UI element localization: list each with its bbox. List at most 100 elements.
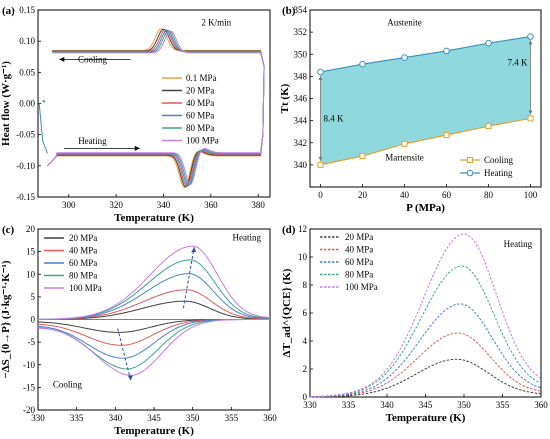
- b-point: [485, 39, 492, 47]
- b-point: [317, 161, 324, 168]
- c-ytick-label: -20: [23, 405, 35, 415]
- b-ytick-label: 352: [294, 27, 308, 37]
- d-ytick-label: 12: [298, 224, 307, 234]
- b-austenite-label: Austenite: [387, 17, 422, 27]
- panel-d-label: (d): [282, 224, 296, 236]
- b-ytick-label: 348: [294, 71, 308, 81]
- panel-a: (a) 300 320 340 360 380 -0.15 -0.10 -0.05 0.00 0.…: [0, 5, 271, 224]
- b-legend-label: Cooling: [484, 155, 514, 165]
- a-ytick-label: -0.10: [16, 161, 35, 171]
- b-martensite-label: Martensite: [385, 152, 424, 162]
- c-ytick-label: -5: [28, 337, 36, 347]
- a-legend-label: 80 MPa: [186, 123, 214, 133]
- d-legend-label: 80 MPa: [345, 270, 373, 280]
- c-heating-line: [37, 289, 271, 320]
- b-xtick-label: 80: [484, 190, 494, 200]
- panel-b: (b) 0 20 40 60 80 100 340 342 344 346 348 350 352 354…: [279, 5, 542, 214]
- b-ytick-label: 350: [294, 49, 308, 59]
- d-series-line: [309, 303, 542, 398]
- a-heating-label: Heating: [78, 136, 107, 146]
- panel-d: (d) 330 335 340 345 350 355 360 0 2 4 6 8 10 12 Temper…: [281, 224, 548, 424]
- b-point: [401, 140, 408, 147]
- a-rate-annotation: 2 K/min: [201, 18, 231, 28]
- b-series-line: [320, 35, 531, 73]
- c-heating-trend-arrow: [182, 247, 195, 309]
- d-xtick-label: 335: [342, 400, 356, 410]
- a-xtick-label: 360: [204, 200, 218, 210]
- c-ytick-label: 20: [26, 224, 36, 234]
- c-legend-label: 80 MPa: [69, 271, 97, 281]
- a-ytick-label: 0.00: [19, 99, 35, 109]
- c-ytick-label: -10: [23, 360, 35, 370]
- c-heating-line: [37, 273, 271, 320]
- b-point: [485, 123, 492, 130]
- c-legend-label: 100 MPa: [69, 283, 102, 293]
- b-ytick-label: 354: [294, 5, 308, 15]
- b-right-gap-label: 7.4 K: [508, 57, 529, 67]
- d-xtick-label: 360: [534, 400, 548, 410]
- c-heating-label: Heating: [233, 232, 262, 242]
- d-ytick-label: 2: [303, 364, 308, 374]
- b-xtick-label: 20: [358, 190, 368, 200]
- d-xtick-label: 350: [457, 400, 471, 410]
- b-ylabel: Tt (K): [279, 83, 291, 113]
- b-xlabel: P (MPa): [406, 202, 445, 214]
- a-start-segment: [38, 103, 48, 154]
- a-ytick-label: 0.15: [19, 5, 35, 15]
- b-point: [359, 153, 366, 160]
- b-ytick-label: 344: [294, 116, 308, 126]
- d-series-line: [309, 358, 542, 398]
- c-cooling-trend-arrow: [117, 328, 132, 381]
- d-legend-label: 40 MPa: [345, 245, 373, 255]
- a-ytick-label: -0.05: [16, 130, 35, 140]
- panel-c-label: (c): [2, 224, 15, 236]
- d-series-line: [309, 233, 542, 398]
- d-xlabel: Temperature (K): [386, 412, 466, 424]
- b-ytick-label: 340: [294, 160, 308, 170]
- c-cooling-line: [37, 319, 270, 346]
- a-legend-label: 60 MPa: [186, 111, 214, 121]
- d-xtick-label: 340: [380, 400, 394, 410]
- a-legend-label: 100 MPa: [186, 136, 219, 146]
- d-legend-label: 20 MPa: [345, 232, 373, 242]
- a-series-line: [47, 30, 265, 186]
- panel-a-label: (a): [2, 5, 15, 17]
- a-xtick-label: 320: [109, 200, 123, 210]
- a-ytick-label: 0.10: [19, 36, 35, 46]
- b-point: [401, 54, 408, 61]
- b-xtick-label: 0: [318, 190, 323, 200]
- a-cooling-arrowhead: [59, 56, 65, 62]
- b-legend-label: Heating: [484, 168, 513, 178]
- d-ytick-label: 4: [303, 336, 308, 346]
- a-xtick-label: 380: [251, 200, 265, 210]
- c-heating-line: [37, 300, 271, 320]
- c-xtick-label: 340: [109, 413, 123, 423]
- d-xtick-label: 345: [419, 400, 433, 410]
- c-xlabel: Temperature (K): [114, 425, 194, 437]
- b-series-line: [320, 117, 531, 166]
- a-legend-label: 40 MPa: [186, 98, 214, 108]
- d-series-line: [309, 332, 542, 398]
- c-ytick-label: 15: [26, 247, 36, 257]
- d-xtick-label: 355: [496, 400, 510, 410]
- b-point: [317, 68, 324, 76]
- d-ytick-label: 8: [303, 280, 308, 290]
- c-xtick-label: 350: [186, 413, 200, 423]
- c-heating-arrowhead: [191, 247, 197, 253]
- a-xtick-label: 340: [157, 200, 171, 210]
- c-legend-label: 20 MPa: [69, 233, 97, 243]
- c-ytick-label: -15: [23, 382, 35, 392]
- a-heating-arrowhead: [134, 145, 140, 151]
- c-ylabel: −ΔS_{0→P} (J·kg⁻¹·K⁻¹): [0, 260, 12, 378]
- c-xtick-label: 355: [225, 413, 239, 423]
- c-xtick-label: 330: [31, 413, 45, 423]
- d-ytick-label: 10: [298, 252, 308, 262]
- b-ytick-label: 346: [294, 94, 308, 104]
- d-series-line: [309, 265, 542, 398]
- c-cooling-line: [37, 319, 270, 376]
- b-left-gap-label: 8.4 K: [324, 113, 345, 123]
- d-xtick-label: 330: [303, 400, 317, 410]
- d-ytick-label: 0: [303, 392, 308, 402]
- d-legend-label: 100 MPa: [345, 282, 378, 292]
